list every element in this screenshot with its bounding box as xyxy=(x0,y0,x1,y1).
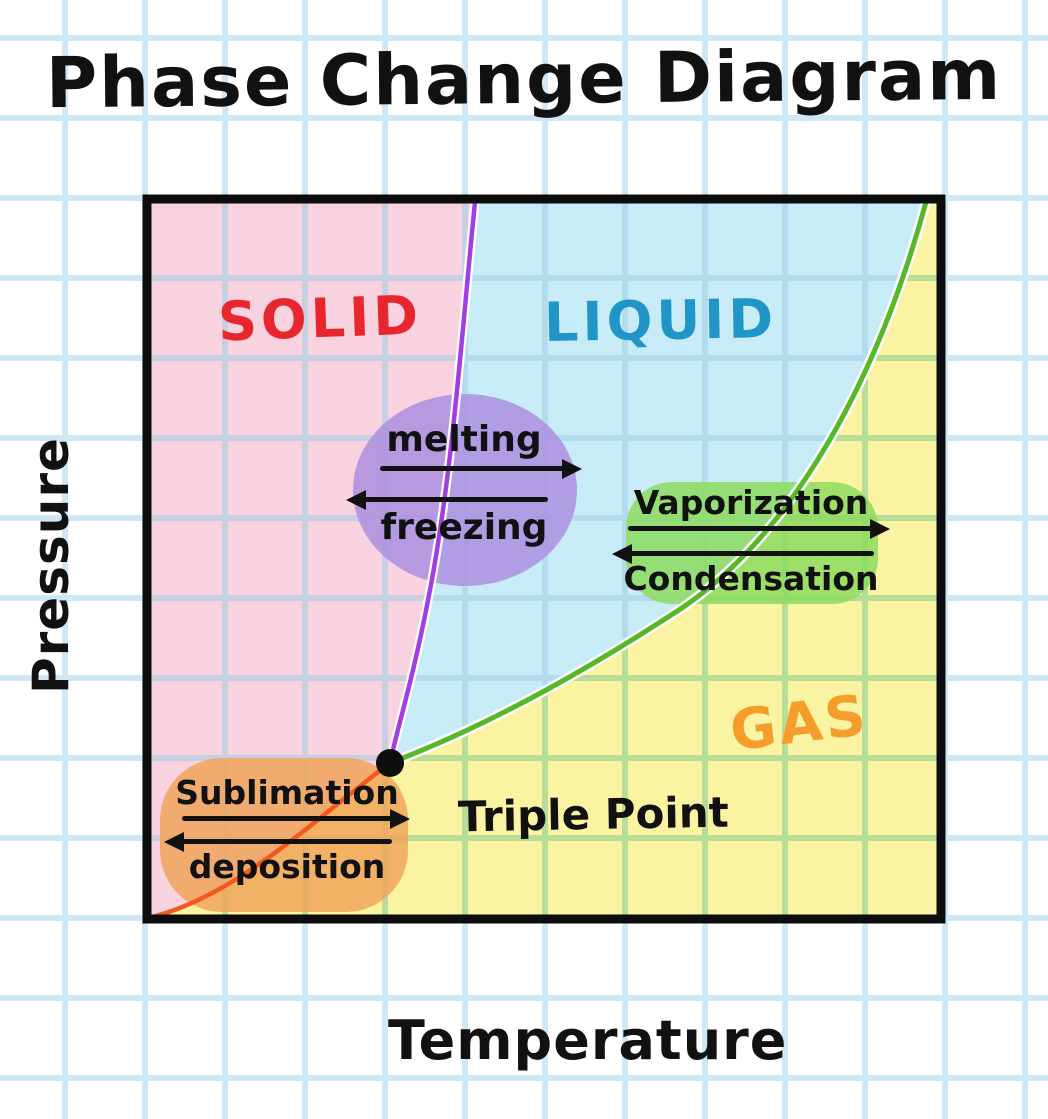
deposition-label: deposition xyxy=(188,847,386,886)
page-title: Phase Change Diagram xyxy=(45,33,1003,125)
x-axis-label: Temperature xyxy=(388,1009,788,1072)
sublimation-curve xyxy=(145,760,393,921)
melting-label: melting xyxy=(386,419,542,460)
left-arrow-icon xyxy=(618,551,874,556)
liquid-region-label: LIQUID xyxy=(543,286,778,355)
sublimation-deposition-transition: Sublimation deposition xyxy=(170,776,404,883)
right-arrow-icon xyxy=(380,466,576,471)
melting-freezing-highlight xyxy=(353,394,577,586)
vaporization-label: Vaporization xyxy=(633,483,869,522)
y-axis-label: Pressure xyxy=(22,437,80,694)
vaporization-condensation-transition: Vaporization Condensation xyxy=(618,486,884,595)
fusion-curve xyxy=(387,199,478,766)
condensation-label: Condensation xyxy=(623,559,879,598)
vaporization-curve xyxy=(387,199,929,766)
left-arrow-icon xyxy=(352,497,548,502)
melting-freezing-transition: melting freezing xyxy=(352,422,576,546)
left-arrow-icon xyxy=(170,839,392,844)
right-arrow-icon xyxy=(628,526,884,531)
triple-point-label: Triple Point xyxy=(457,787,730,842)
sublimation-label: Sublimation xyxy=(175,773,399,812)
freezing-label: freezing xyxy=(380,507,548,548)
diagram-border xyxy=(142,194,946,924)
gas-region-label: GAS xyxy=(726,682,873,765)
right-arrow-icon xyxy=(182,816,404,821)
liquid-region-grid xyxy=(390,202,926,763)
gas-region-grid xyxy=(148,199,941,919)
solid-region-label: SOLID xyxy=(216,283,424,354)
triple-point-dot xyxy=(376,749,404,777)
